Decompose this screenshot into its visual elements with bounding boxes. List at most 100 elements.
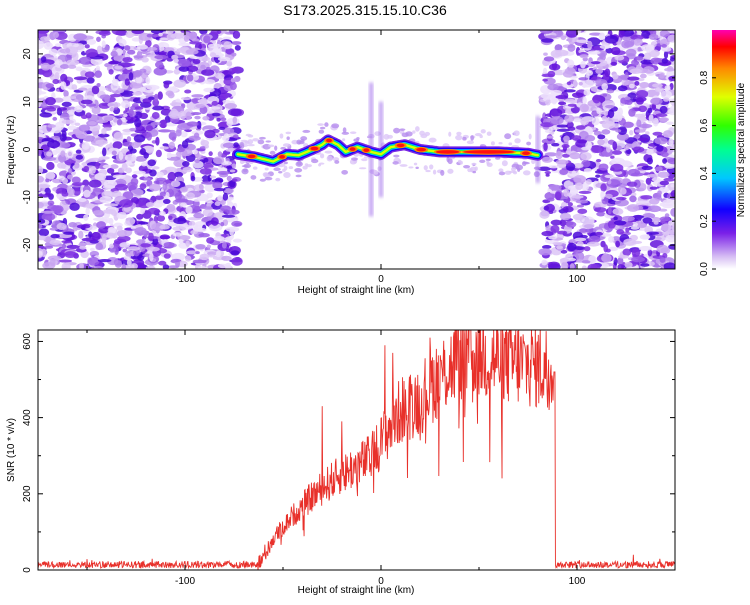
noise-blob [194, 159, 200, 164]
noise-blob [47, 140, 61, 149]
noise-blob [38, 165, 44, 175]
noise-blob [173, 217, 187, 225]
noise-blob [158, 260, 167, 266]
noise-blob [85, 203, 95, 209]
noise-blob [79, 262, 84, 269]
colorbar-tick-label: 0.0 [699, 262, 710, 276]
noise-blob [159, 224, 170, 230]
noise-blob [583, 246, 591, 252]
halo-blob [294, 168, 303, 173]
noise-blob [182, 166, 193, 173]
noise-blob [541, 73, 555, 78]
noise-blob [166, 33, 176, 41]
noise-blob [614, 55, 625, 61]
noise-blob [182, 161, 190, 167]
noise-blob [52, 79, 60, 85]
noise-blob [560, 249, 568, 254]
noise-blob [159, 146, 169, 150]
noise-blob [212, 112, 221, 117]
halo-blob [401, 132, 409, 138]
noise-blob [38, 87, 42, 96]
noise-blob [655, 113, 668, 118]
noise-blob [113, 54, 126, 62]
noise-blob [157, 129, 172, 133]
noise-blob [88, 179, 102, 188]
noise-blob [38, 228, 50, 237]
noise-blob [642, 217, 653, 224]
noise-blob [572, 79, 578, 88]
noise-blob [153, 93, 159, 102]
noise-blob [38, 250, 43, 258]
hotspot-core [463, 150, 515, 154]
noise-blob [224, 102, 237, 109]
noise-blob [163, 81, 170, 89]
colorbar-tick-label: 0.8 [699, 70, 710, 84]
noise-blob [60, 73, 68, 83]
noise-blob [155, 149, 162, 158]
noise-blob [217, 263, 228, 269]
noise-blob [629, 195, 637, 203]
noise-blob [87, 256, 100, 266]
noise-blob [186, 121, 199, 127]
noise-blob [669, 57, 675, 62]
noise-blob [154, 54, 168, 60]
halo-blob [252, 166, 258, 170]
halo-blob [353, 138, 360, 142]
noise-blob [217, 56, 231, 62]
noise-blob [203, 87, 215, 93]
noise-blob [647, 205, 662, 213]
halo-blob [531, 159, 536, 165]
noise-blob [565, 30, 578, 38]
noise-blob [67, 151, 73, 157]
halo-blob [247, 143, 255, 147]
halo-blob [528, 133, 532, 140]
x-tick-label: 100 [569, 576, 586, 587]
noise-blob [177, 58, 191, 67]
noise-blob [563, 188, 570, 197]
noise-blob [130, 177, 139, 186]
noise-blob [638, 245, 653, 251]
noise-blob [56, 222, 67, 231]
y-tick-label: 0 [22, 146, 33, 152]
noise-blob [85, 207, 90, 216]
noise-blob [175, 98, 181, 104]
noise-blob [581, 183, 589, 191]
noise-blob [566, 221, 577, 228]
noise-blob [203, 78, 216, 85]
noise-blob [580, 60, 586, 69]
noise-blob [662, 203, 675, 209]
noise-blob [53, 31, 60, 39]
halo-blob [456, 131, 462, 136]
noise-blob [617, 85, 628, 92]
noise-blob [106, 167, 115, 174]
noise-blob [657, 190, 662, 196]
noise-blob [175, 129, 182, 137]
noise-blob [657, 171, 670, 178]
halo-blob [440, 169, 445, 176]
noise-blob [86, 38, 97, 45]
noise-blob [537, 166, 552, 172]
noise-blob [214, 201, 221, 206]
noise-blob [142, 98, 152, 104]
noise-blob [113, 131, 123, 141]
noise-blob [587, 263, 601, 269]
colorbar-tick-label: 0.6 [699, 118, 710, 132]
noise-blob [206, 66, 211, 70]
noise-blob [226, 120, 233, 127]
noise-blob [586, 241, 600, 247]
noise-blob [174, 171, 184, 178]
noise-blob [107, 101, 121, 108]
noise-blob [553, 206, 562, 211]
noise-blob [101, 238, 107, 248]
noise-blob [195, 251, 200, 255]
noise-blob [664, 85, 671, 91]
noise-blob [39, 36, 51, 42]
noise-blob [552, 241, 563, 246]
noise-blob [546, 135, 554, 139]
colorbar-tick-label: 0.2 [699, 214, 710, 228]
noise-blob [63, 90, 69, 98]
noise-blob [572, 162, 584, 169]
noise-blob [645, 131, 650, 136]
noise-blob [223, 133, 230, 142]
noise-blob [162, 182, 168, 191]
